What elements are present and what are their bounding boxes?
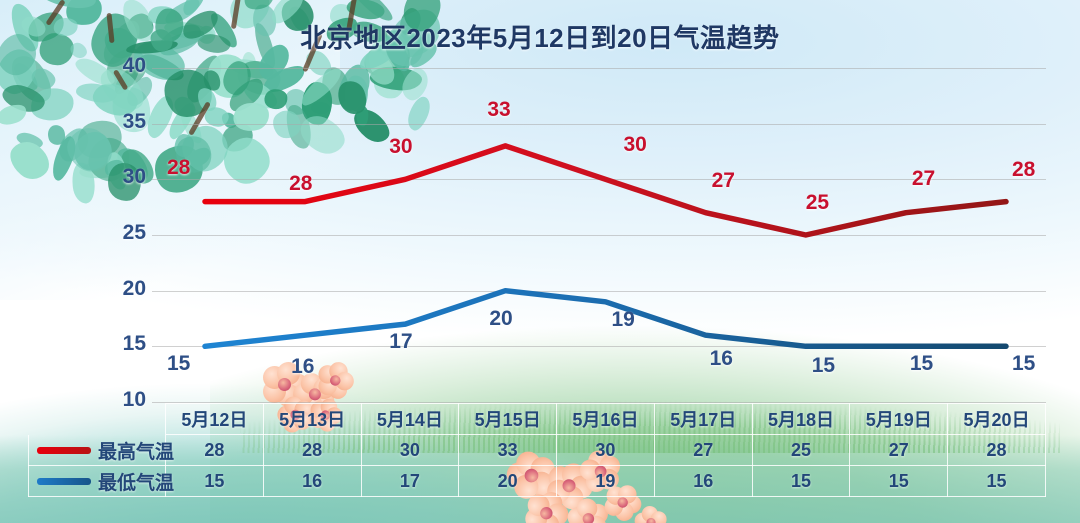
table-row: 最低气温 15 16 17 20 19 16 15 15 15 [28, 465, 1046, 497]
table-column-header: 5月13日 [262, 403, 362, 435]
low-temperature-data-label: 15 [167, 352, 191, 376]
leaf-decoration [0, 0, 450, 205]
high-temperature-data-label: 27 [911, 166, 936, 190]
table-cell: 30 [360, 434, 460, 466]
table-header-row: 5月12日 5月13日 5月14日 5月15日 5月16日 5月17日 5月18… [28, 403, 1046, 435]
table-cell: 25 [751, 434, 851, 466]
table-column-header: 5月16日 [556, 403, 655, 435]
high-temperature-data-label: 28 [289, 171, 313, 195]
low-temperature-line [202, 287, 1009, 350]
low-temperature-data-label: 15 [811, 354, 836, 378]
chart-title: 北京地区2023年5月12日到20日气温趋势 [300, 23, 780, 53]
table-cell: 19 [556, 465, 655, 497]
low-temperature-data-label: 20 [489, 306, 513, 330]
gridline [152, 123, 1046, 125]
gridline [152, 290, 1046, 292]
y-axis-tick-label: 40 [122, 54, 146, 77]
y-axis-tick-label: 20 [122, 276, 146, 300]
table-column-header: 5月12日 [165, 403, 264, 435]
high-temperature-data-label: 25 [805, 191, 830, 214]
high-temperature-data-label: 28 [1012, 157, 1036, 181]
table-cell: 28 [165, 434, 264, 466]
legend-label-low: 最低气温 [98, 472, 175, 494]
table-cell: 20 [458, 465, 558, 497]
table-column-header: 5月14日 [360, 403, 460, 435]
line-swatch-icon [37, 477, 91, 485]
low-temperature-data-label: 15 [909, 352, 934, 376]
table-cell: 16 [653, 465, 753, 497]
legend-item-low: 最低气温 [28, 465, 174, 497]
table-column-header: 5月18日 [751, 403, 851, 435]
low-temperature-data-label: 15 [1012, 352, 1036, 376]
table-cell: 16 [262, 465, 362, 497]
low-temperature-data-label: 16 [709, 347, 733, 371]
gridline [152, 402, 1046, 403]
table-cell: 30 [556, 434, 655, 466]
y-axis-tick-label: 35 [122, 109, 146, 133]
table-cell: 15 [751, 465, 851, 497]
flower-center [278, 378, 291, 391]
line-swatch-icon [37, 446, 91, 454]
table-column-header: 5月15日 [458, 403, 558, 435]
table-cell: 15 [947, 465, 1046, 497]
high-temperature-data-label: 30 [623, 133, 647, 157]
table-column-header: 5月20日 [947, 403, 1046, 435]
high-temperature-data-label: 27 [711, 168, 735, 192]
temperature-table: 5月12日 5月13日 5月14日 5月15日 5月16日 5月17日 5月18… [28, 403, 1046, 497]
low-temperature-data-label: 19 [611, 307, 635, 331]
table-cell: 33 [458, 434, 558, 466]
y-axis-tick-label: 15 [122, 332, 146, 356]
table-cell: 15 [849, 465, 949, 497]
high-temperature-line [202, 143, 1009, 238]
high-temperature-data-label: 30 [389, 135, 413, 159]
table-column-header: 5月19日 [849, 403, 949, 435]
table-cell: 27 [653, 434, 753, 466]
table-corner-cell [28, 403, 166, 435]
table-row: 最高气温 28 28 30 33 30 27 25 27 28 [28, 434, 1046, 466]
low-temperature-data-label: 17 [389, 330, 413, 354]
table-cell: 17 [360, 465, 460, 497]
legend-label-high: 最高气温 [98, 441, 175, 463]
y-axis-tick-label: 25 [122, 221, 146, 244]
table-column-header: 5月17日 [653, 403, 753, 435]
gridline [152, 68, 1046, 69]
legend-item-high: 最高气温 [28, 434, 174, 466]
table-cell: 15 [165, 465, 264, 497]
y-axis-tick-label: 30 [122, 165, 146, 189]
high-temperature-data-label: 28 [167, 155, 191, 179]
gridline [152, 346, 1046, 348]
gridline [152, 235, 1046, 236]
table-cell: 28 [262, 434, 362, 466]
low-temperature-data-label: 16 [291, 355, 315, 379]
high-temperature-data-label: 33 [487, 97, 511, 121]
table-cell: 28 [947, 434, 1046, 466]
table-cell: 27 [849, 434, 949, 466]
